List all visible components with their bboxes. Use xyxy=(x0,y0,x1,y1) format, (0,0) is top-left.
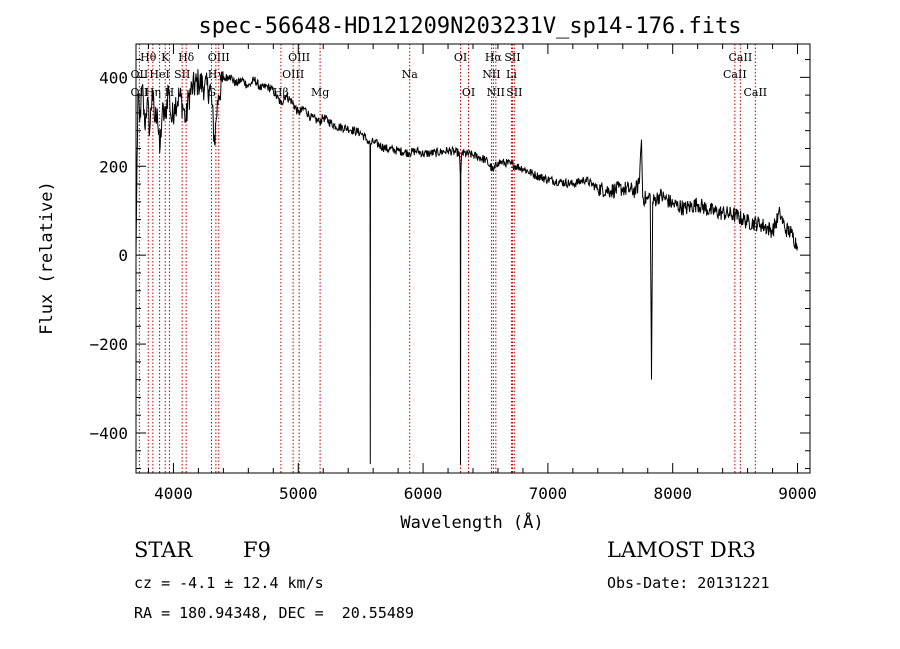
observation-date: Obs-Date: 20131221 xyxy=(607,574,770,592)
object-class: STAR xyxy=(134,538,193,562)
spectral-line-label: CaII xyxy=(743,86,767,99)
spectral-line-label: OII xyxy=(131,68,149,81)
spectral-line-label: Hγ xyxy=(208,68,225,81)
spectral-line-label: K xyxy=(161,51,170,64)
x-tick-label: 4000 xyxy=(154,484,193,503)
spectral-line-markers xyxy=(138,44,756,473)
x-axis-ticks: 4000 5000 6000 7000 8000 9000 xyxy=(147,44,817,503)
y-tick-label: 0 xyxy=(118,246,128,265)
redshift-text: cz = -4.1 ± 12.4 km/s xyxy=(134,574,324,592)
y-axis-ticks: −400 −200 0 200 400 xyxy=(89,59,810,470)
y-axis-label: Flux (relative) xyxy=(37,181,57,335)
spectral-line-label: Hα xyxy=(485,51,503,64)
spectral-line-label: OIII xyxy=(288,51,310,64)
spectral-line-label: OII xyxy=(131,86,149,99)
spectral-line-label: OI xyxy=(462,86,475,99)
survey-name: LAMOST DR3 xyxy=(607,538,756,562)
spectral-line-label: Hδ xyxy=(178,51,195,64)
coordinates-text: RA = 180.94348, DEC = 20.55489 xyxy=(134,604,414,622)
spectral-line-label: SII xyxy=(506,86,522,99)
x-tick-label: 8000 xyxy=(653,484,692,503)
y-tick-label: 400 xyxy=(99,68,128,87)
x-tick-label: 5000 xyxy=(279,484,318,503)
spectral-line-label: NII xyxy=(487,86,505,99)
y-tick-label: −400 xyxy=(89,424,128,443)
spectral-line-label: CaII xyxy=(729,51,753,64)
spectral-line-label: NII xyxy=(482,68,500,81)
spectral-line-label: Na xyxy=(402,68,419,81)
chart-title: spec-56648-HD121209N203231V_sp14-176.fit… xyxy=(198,14,741,39)
x-axis-label: Wavelength (Å) xyxy=(400,511,543,533)
x-tick-label: 6000 xyxy=(404,484,443,503)
spectrum-line xyxy=(135,69,798,465)
plot-frame xyxy=(135,43,811,474)
spectral-line-label: Mg xyxy=(311,86,329,99)
spectral-line-label: OI xyxy=(454,51,467,64)
object-subclass: F9 xyxy=(243,538,271,562)
spectral-line-label: OIII xyxy=(282,68,304,81)
spectral-line-label: Li xyxy=(506,68,517,81)
spectral-line-label: OIII xyxy=(208,51,230,64)
spectral-line-label: SII xyxy=(174,68,190,81)
spectral-line-label: SII xyxy=(504,51,520,64)
y-tick-label: 200 xyxy=(99,157,128,176)
spectral-line-label: Hθ xyxy=(140,51,157,64)
spectral-line-label: CaII xyxy=(723,68,747,81)
spectral-line-label: HeI xyxy=(149,68,169,81)
x-tick-label: 7000 xyxy=(529,484,568,503)
x-tick-label: 9000 xyxy=(778,484,817,503)
y-tick-label: −200 xyxy=(89,335,128,354)
